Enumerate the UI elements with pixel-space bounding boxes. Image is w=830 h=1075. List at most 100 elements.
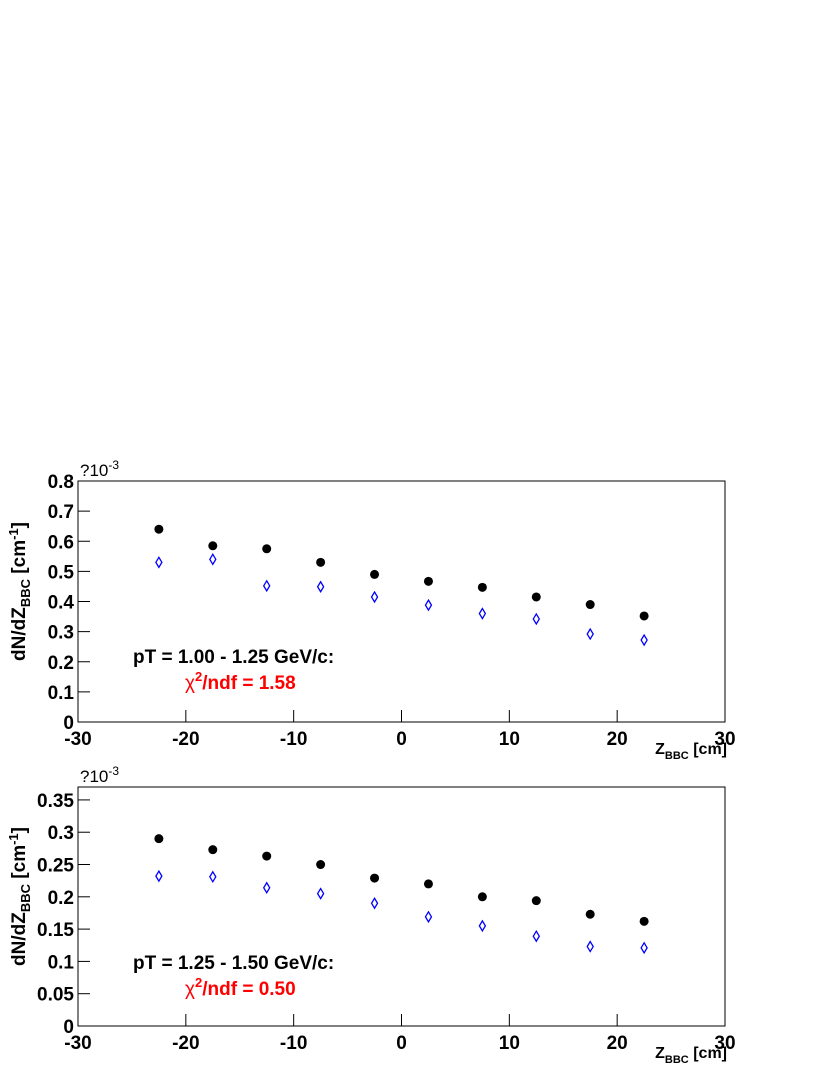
y-tick-label: 0	[63, 713, 74, 734]
x-tick-label: 20	[607, 729, 628, 750]
data-point	[209, 553, 217, 566]
data-point	[424, 910, 433, 924]
data-point	[154, 834, 164, 844]
y-label-unit: [cm	[9, 845, 30, 884]
x-label-main: Z	[655, 741, 665, 758]
y-label-main: dN/dZ	[9, 607, 30, 661]
y-label-sup: -1	[6, 833, 21, 845]
x-tick-label: -10	[280, 1033, 307, 1054]
data-point	[370, 873, 380, 883]
data-point	[370, 897, 379, 910]
y-tick-label: 0.2	[48, 653, 74, 674]
data-point	[209, 870, 217, 884]
data-point	[370, 590, 379, 604]
chi-symbol: χ	[185, 979, 195, 1000]
data-point	[208, 845, 218, 855]
y-tick-label: 0.4	[48, 593, 75, 614]
data-point	[477, 892, 487, 902]
axis-multiplier: ?10-3	[80, 764, 119, 786]
annotation: pT = 1.00 - 1.25 GeV/c:	[133, 647, 334, 668]
data-point	[155, 556, 163, 569]
data-point	[424, 598, 433, 612]
data-point	[586, 627, 594, 641]
y-label-unit: [cm	[9, 540, 30, 579]
y-label-main: dN/dZ	[9, 912, 30, 966]
data-point	[532, 612, 541, 626]
x-tick-label: 10	[499, 1033, 520, 1054]
y-tick-label: 0.8	[48, 472, 74, 493]
x-label-unit: [cm]	[689, 741, 727, 758]
data-point	[370, 569, 380, 579]
y-label-end: ]	[9, 827, 30, 833]
data-point	[585, 909, 595, 919]
y-tick-label: 0.25	[37, 856, 74, 877]
data-point	[316, 580, 325, 594]
x-tick-label: 30	[714, 729, 735, 750]
x-label-sub: BBC	[665, 750, 689, 762]
y-label-end: ]	[9, 522, 30, 528]
x-axis-label: ZBBC [cm]	[655, 741, 727, 762]
chi2-annotation: χ2/ndf = 0.50	[185, 975, 296, 1000]
y-tick-label: 0.2	[48, 888, 74, 909]
axis-multiplier: ?10-3	[80, 458, 119, 480]
y-tick-label: 0.7	[48, 502, 74, 523]
chi-text: /ndf = 1.58	[202, 673, 295, 694]
multiplier-exponent: -3	[108, 764, 119, 778]
x-tick-label: 20	[607, 1033, 628, 1054]
x-tick-label: -20	[172, 1033, 199, 1054]
y-label-sub: BBC	[18, 578, 33, 607]
chi-sup: 2	[195, 669, 202, 684]
x-label-main: Z	[655, 1045, 665, 1062]
y-tick-label: 0.15	[37, 920, 74, 941]
data-point	[478, 607, 487, 620]
chi-sup: 2	[195, 975, 202, 990]
y-tick-label: 0.3	[48, 823, 74, 844]
data-point	[262, 544, 272, 554]
data-point	[316, 887, 325, 900]
data-point	[423, 879, 433, 889]
y-label-sub: BBC	[18, 883, 33, 912]
y-tick-label: 0.05	[37, 985, 74, 1006]
data-point	[477, 582, 487, 592]
multiplier-base: ?10	[80, 461, 108, 480]
x-tick-label: 30	[714, 1033, 735, 1054]
chi-symbol: χ	[185, 673, 195, 694]
data-point	[316, 860, 326, 870]
data-point	[586, 940, 594, 953]
y-axis-label: dN/dZBBC [cm-1]	[6, 827, 33, 966]
data-point	[640, 633, 648, 647]
data-point	[639, 611, 649, 621]
data-point	[262, 851, 272, 861]
data-point	[262, 881, 271, 895]
x-tick-label: 10	[499, 729, 520, 750]
chi2-annotation: χ2/ndf = 1.58	[185, 669, 296, 694]
data-point	[639, 916, 649, 926]
data-point	[262, 579, 271, 593]
y-tick-label: 0.5	[48, 562, 75, 583]
data-point	[208, 541, 218, 551]
data-point	[155, 869, 163, 883]
x-label-unit: [cm]	[689, 1045, 727, 1062]
y-axis-label: dN/dZBBC [cm-1]	[6, 522, 33, 661]
y-tick-label: 0.6	[48, 532, 74, 553]
plot-frame	[77, 480, 726, 723]
y-label-sup: -1	[6, 528, 21, 540]
data-point	[585, 600, 595, 610]
y-tick-label: 0	[63, 1017, 74, 1038]
x-tick-label: -30	[64, 1033, 91, 1054]
chi-text: /ndf = 0.50	[202, 979, 295, 1000]
y-tick-label: 0.1	[48, 952, 75, 973]
annotation: pT = 1.25 - 1.50 GeV/c:	[133, 953, 334, 974]
data-point	[478, 919, 487, 933]
multiplier-base: ?10	[80, 767, 108, 786]
multiplier-exponent: -3	[108, 458, 119, 472]
y-tick-label: 0.35	[37, 791, 74, 812]
x-tick-label: -10	[280, 729, 307, 750]
x-tick-label: -20	[172, 729, 199, 750]
data-point	[531, 592, 541, 602]
x-label-sub: BBC	[665, 1054, 689, 1066]
plot-frame	[77, 786, 726, 1027]
data-point	[532, 929, 541, 943]
data-point	[423, 576, 433, 586]
x-tick-label: -30	[64, 729, 91, 750]
